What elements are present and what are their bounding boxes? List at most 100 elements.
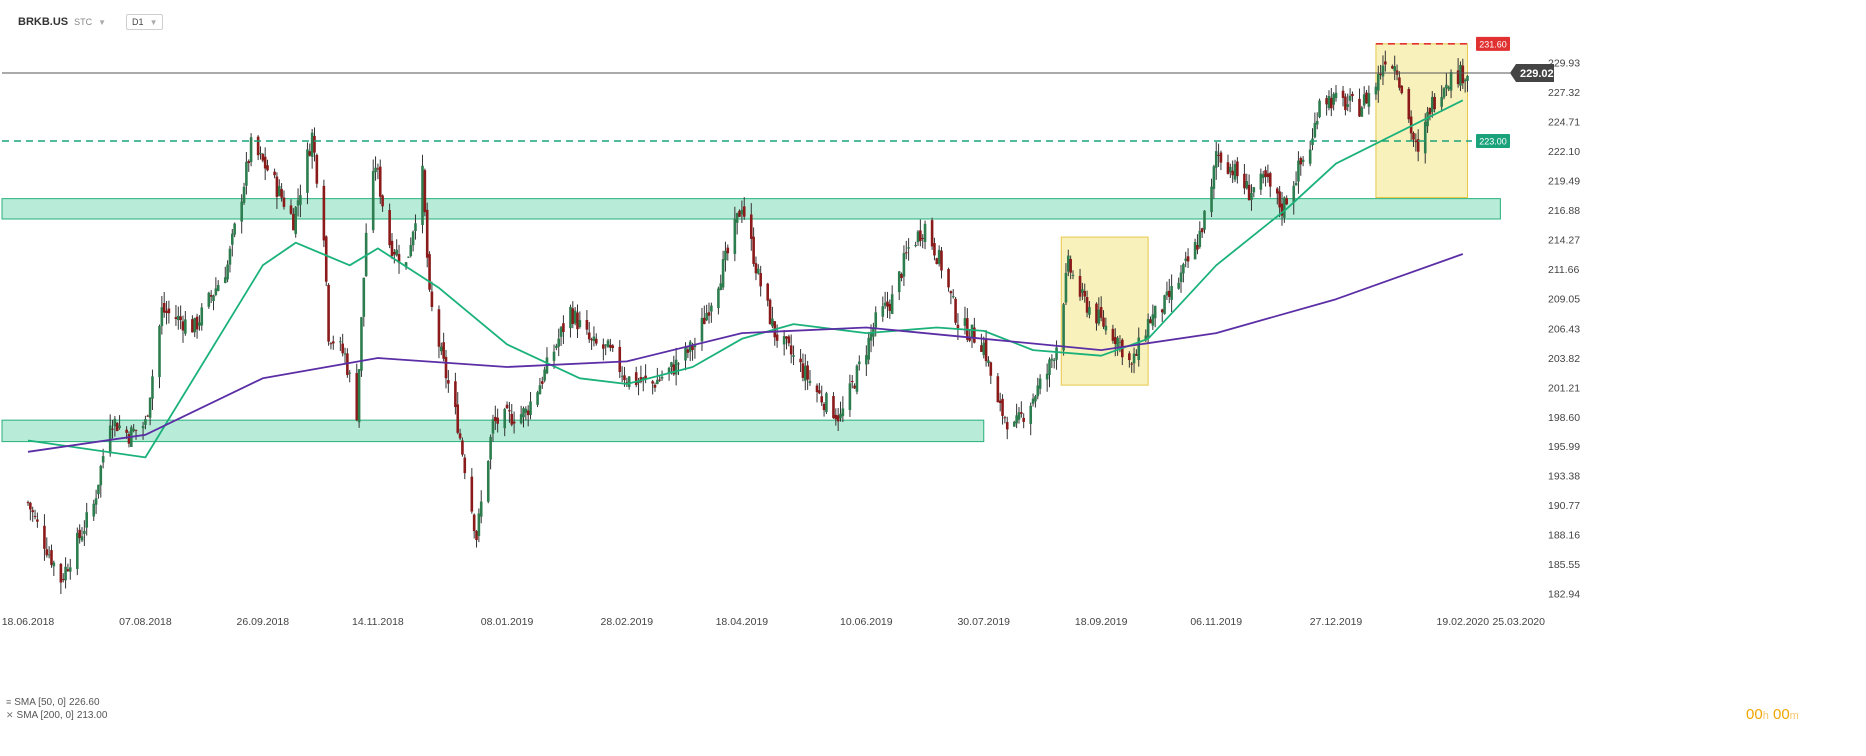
candle-body <box>907 247 910 249</box>
candle-body <box>78 529 81 539</box>
x-tick-label: 06.11.2019 <box>1190 616 1242 628</box>
candle-body <box>209 295 213 297</box>
candle-body <box>1250 193 1253 200</box>
candle-body <box>869 333 873 341</box>
candle-body <box>1313 122 1317 138</box>
candle-body <box>43 525 46 549</box>
candle-body <box>240 201 243 222</box>
close-icon[interactable]: ✕ <box>6 710 14 720</box>
candle-body <box>1362 94 1366 106</box>
candle-body <box>754 263 758 274</box>
legend-row-sma200[interactable]: ✕ SMA [200, 0] 213.00 <box>6 709 107 722</box>
candle-body <box>315 154 319 184</box>
timeframe-select[interactable]: D1 ▼ <box>126 14 164 30</box>
candle-body <box>1379 73 1382 75</box>
candle-body <box>587 332 591 340</box>
candle-body <box>263 156 267 169</box>
candle-body <box>836 415 840 422</box>
candle-body <box>198 322 201 326</box>
candle-body <box>989 362 993 376</box>
candle-body <box>916 231 920 243</box>
candle-body <box>771 318 774 327</box>
chevron-down-icon[interactable]: ▼ <box>98 17 107 27</box>
chart-header: BRKB.US STC ▼ D1 ▼ <box>18 12 164 32</box>
candle-body <box>362 277 366 317</box>
candle-body <box>50 550 53 565</box>
candle-body <box>437 309 441 347</box>
candle-body <box>808 381 812 383</box>
candle-body <box>1104 325 1108 331</box>
candle-body <box>273 171 276 176</box>
candle-body <box>801 363 805 378</box>
candle-body <box>1463 79 1467 82</box>
x-tick-label: 10.06.2019 <box>840 616 893 628</box>
candle-body <box>26 502 30 504</box>
symbol-label[interactable]: BRKB.US <box>18 16 69 28</box>
candle-body <box>191 319 194 333</box>
candle-body <box>1367 93 1371 107</box>
candle-body <box>101 456 105 463</box>
candle-body <box>1430 96 1434 113</box>
candle-body <box>1179 272 1183 283</box>
candle-body <box>785 336 788 339</box>
candle-body <box>184 319 187 334</box>
candle-body <box>1144 335 1148 341</box>
candle-body <box>1414 140 1418 143</box>
candle-body <box>1102 317 1105 327</box>
y-axis[interactable]: 182.94 185.55 188.16 190.77 193.38 195.99 198.… <box>1548 58 1580 601</box>
candle-body <box>447 380 450 384</box>
x-tick-label: 27.12.2019 <box>1310 616 1363 628</box>
settings-icon[interactable]: ≡ <box>6 697 12 707</box>
candle-body <box>555 345 558 348</box>
candle-body <box>388 210 391 246</box>
x-axis[interactable]: 18.06.2018 07.08.2018 26.09.2018 14.11.2018… <box>2 616 1545 628</box>
candle-body <box>1012 421 1016 427</box>
market-label[interactable]: STC <box>74 17 93 27</box>
candle-body <box>233 223 236 235</box>
candle-body <box>76 532 79 569</box>
candle-body <box>742 206 746 217</box>
candle-body <box>393 251 396 255</box>
candle-body <box>1327 96 1331 109</box>
legend-sma50-label: SMA [50, 0] <box>14 697 66 708</box>
candle-body <box>266 165 269 171</box>
candle-body <box>757 268 760 274</box>
candle-body <box>693 344 697 348</box>
legend-row-sma50[interactable]: ≡ SMA [50, 0] 226.60 <box>6 696 107 709</box>
candle-body <box>700 317 704 342</box>
candle-body <box>672 364 676 375</box>
candle-body <box>1398 77 1401 88</box>
candle-body <box>710 305 713 312</box>
candle-body <box>1442 88 1446 98</box>
x-tick-label: 18.04.2019 <box>716 616 769 628</box>
candle-body <box>1297 160 1300 182</box>
candle-body <box>923 223 927 242</box>
candle-body <box>1036 385 1040 397</box>
candle-body <box>853 385 856 389</box>
candle-body <box>327 284 330 342</box>
candle-body <box>1031 398 1035 404</box>
candle-body <box>280 189 283 198</box>
candle-body <box>956 324 960 329</box>
candle-body <box>590 338 593 341</box>
candle-body <box>1360 107 1364 117</box>
candle-body <box>1118 341 1122 343</box>
candle-body <box>839 413 842 419</box>
candle-body <box>1081 289 1084 293</box>
candle-body <box>45 549 49 556</box>
candle-body <box>573 310 577 324</box>
candle-body <box>1226 162 1230 174</box>
candle-body <box>552 351 556 361</box>
candle-body <box>83 530 86 534</box>
candle-body <box>228 248 232 265</box>
candle-body <box>134 429 138 431</box>
candle-body <box>1301 159 1305 163</box>
levels-layer: 231.60 223.00 229.02 <box>2 36 1554 149</box>
candle-body <box>360 317 363 371</box>
candle-body <box>1280 203 1284 216</box>
candle-body <box>1198 230 1202 247</box>
candle-body <box>890 294 894 314</box>
candle-body <box>970 324 974 338</box>
